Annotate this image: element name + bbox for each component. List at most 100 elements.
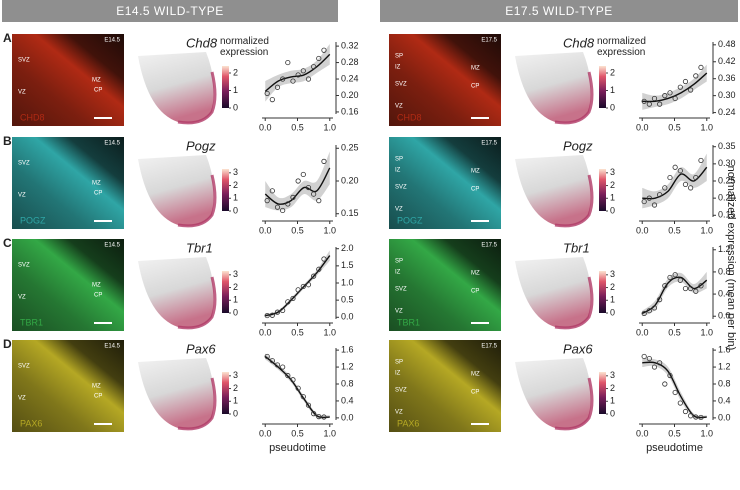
region-label: SP <box>395 259 403 265</box>
data-point <box>300 171 306 178</box>
gene-name: Tbr1 <box>563 240 590 255</box>
y-tick-label: 1.0 <box>341 277 354 287</box>
y-tick-label: 0.5 <box>341 295 354 305</box>
colorbar-tick-label: 2 <box>610 282 615 292</box>
protein-label: POGZ <box>20 215 46 225</box>
colorbar <box>599 271 606 313</box>
data-point <box>321 47 327 53</box>
gene-name: Pax6 <box>186 341 216 356</box>
data-point <box>682 408 689 415</box>
colorbar-tick-label: 3 <box>233 370 238 380</box>
x-axis-label: pseudotime <box>646 442 703 454</box>
region-label: CP <box>471 289 479 295</box>
confidence-band <box>265 151 330 211</box>
data-point <box>682 181 689 188</box>
confidence-band <box>642 271 707 317</box>
region-label: SP <box>395 54 403 60</box>
protein-label: CHD8 <box>20 112 45 122</box>
colorbar-tick-label: 1 <box>610 396 615 406</box>
data-point <box>269 358 275 364</box>
stage-label: E17.5 <box>481 243 497 249</box>
column-header: E14.5 WILD-TYPE <box>116 4 224 18</box>
colorbar-tick-label: 2 <box>610 383 615 393</box>
x-tick-label: 0.5 <box>291 122 304 132</box>
data-point <box>657 360 663 366</box>
data-point <box>698 283 704 289</box>
colorbar-label-box: normalized expression <box>220 36 269 58</box>
fit-line <box>642 361 707 419</box>
x-tick-label: 0.5 <box>668 122 681 132</box>
embedding <box>138 155 214 226</box>
protein-label: PAX6 <box>20 418 42 428</box>
panel-letter: D <box>3 337 12 351</box>
y-tick-label: 0.8 <box>718 266 731 276</box>
colorbar-tick-label: 1 <box>610 85 615 95</box>
data-point <box>280 307 286 314</box>
x-tick-label: 0.0 <box>636 327 649 337</box>
fit-line <box>264 167 331 205</box>
colorbar <box>222 372 229 414</box>
data-point <box>316 198 322 204</box>
data-point <box>646 101 652 107</box>
stage-label: E17.5 <box>481 38 497 44</box>
y-tick-label: 0.24 <box>341 73 359 83</box>
data-point <box>295 178 301 184</box>
micrograph <box>389 239 501 331</box>
header-bar <box>2 0 338 22</box>
y-tick-label: 0.35 <box>718 141 736 151</box>
colorbar-tick-label: 0 <box>610 102 615 112</box>
y-tick-label: 1.5 <box>341 260 354 270</box>
data-point <box>280 364 286 370</box>
y-tick-label: 1.6 <box>341 344 354 354</box>
data-point <box>688 285 694 292</box>
stage-label: E14.5 <box>104 141 120 147</box>
data-point <box>300 394 306 400</box>
x-tick-label: 0.0 <box>259 122 272 132</box>
y-tick-label: 0.20 <box>341 175 359 185</box>
region-label: SVZ <box>395 82 407 88</box>
data-point <box>290 78 296 84</box>
micrograph <box>12 34 124 126</box>
region-label: VZ <box>395 207 403 213</box>
gene-name: Chd8 <box>186 35 218 50</box>
region-label: CP <box>471 84 479 90</box>
region-label: MZ <box>92 384 101 390</box>
embedding <box>138 358 214 429</box>
y-axis-label: normalized expression (mean per bin) <box>725 166 737 351</box>
region-label: SP <box>395 360 403 366</box>
region-label: SVZ <box>18 58 30 64</box>
micrograph <box>12 239 124 331</box>
panel-letter: B <box>3 134 12 148</box>
y-tick-label: 0.24 <box>718 107 736 117</box>
gene-name: Tbr1 <box>186 240 213 255</box>
region-label: VZ <box>395 104 403 110</box>
data-point <box>264 353 270 360</box>
data-point <box>311 64 317 70</box>
region-label: MZ <box>92 181 101 187</box>
gene-name: Pogz <box>563 138 593 153</box>
colorbar <box>222 66 229 108</box>
y-tick-label: 0.20 <box>718 193 736 203</box>
confidence-band <box>642 64 707 110</box>
y-tick-label: 0.16 <box>341 106 359 116</box>
data-point <box>693 288 699 294</box>
embedding <box>138 52 214 123</box>
protein-label: PAX6 <box>397 418 419 428</box>
data-point <box>290 194 296 200</box>
data-point <box>688 413 694 419</box>
data-point <box>316 414 322 420</box>
colorbar-tick-label: 2 <box>233 282 238 292</box>
micrograph <box>12 340 124 432</box>
colorbar-tick-label: 1 <box>233 396 238 406</box>
colorbar-tick-label: 1 <box>610 295 615 305</box>
x-tick-label: 1.0 <box>701 428 714 438</box>
colorbar-tick-label: 2 <box>233 67 238 77</box>
data-point <box>285 201 291 207</box>
region-label: SVZ <box>18 161 30 167</box>
embedding-edge <box>177 174 217 228</box>
region-label: VZ <box>18 396 26 402</box>
embedding-edge <box>554 71 594 125</box>
y-tick-label: 0.8 <box>718 378 731 388</box>
region-label: SVZ <box>395 388 407 394</box>
data-point <box>662 185 668 191</box>
